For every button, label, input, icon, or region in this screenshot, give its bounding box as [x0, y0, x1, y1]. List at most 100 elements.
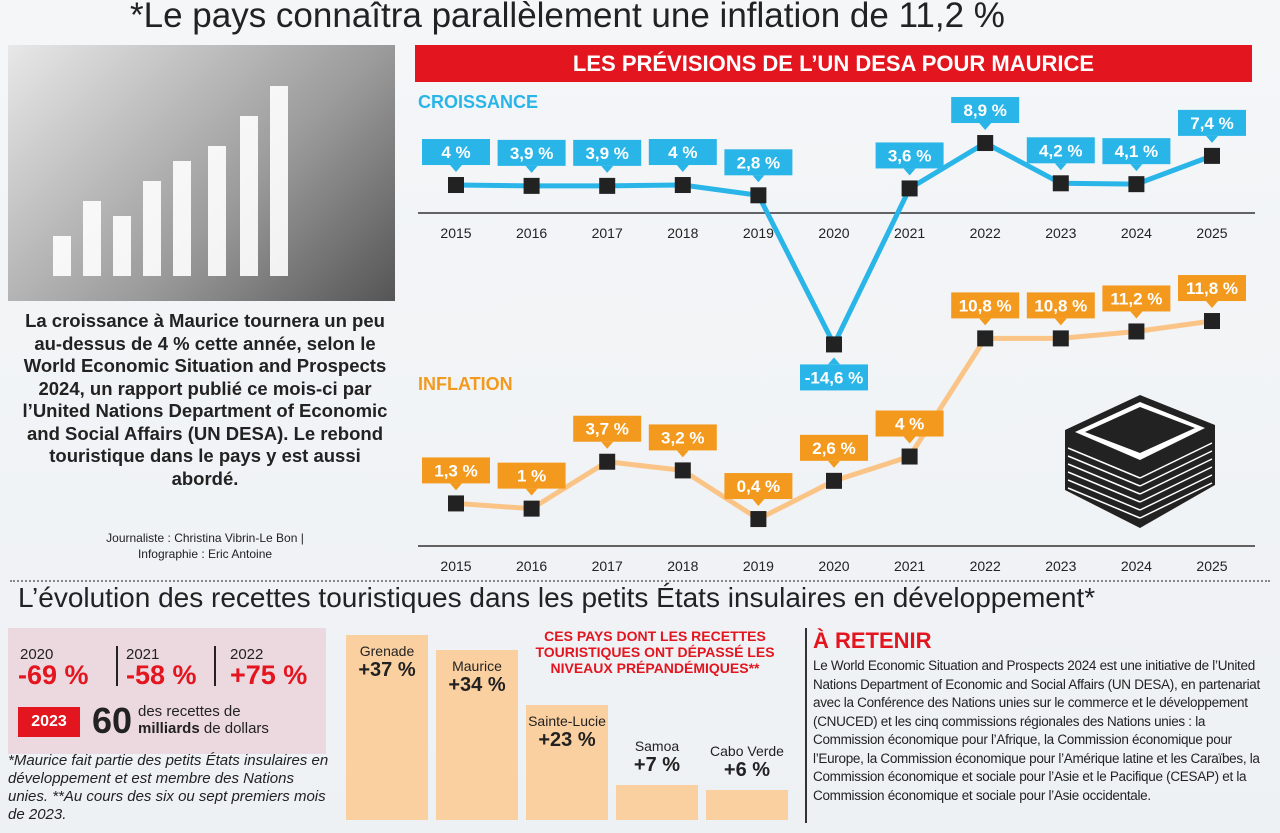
data-label: 3,7 %: [585, 420, 628, 439]
receipts-label: des recettes de: [138, 703, 241, 720]
series-line: [455, 140, 1213, 351]
bar-category: Maurice: [452, 658, 502, 674]
stat-year: 2020: [20, 646, 54, 663]
x-tick-label: 2021: [894, 558, 925, 574]
x-tick-label: 2018: [667, 558, 698, 574]
stat-value: -58 %: [126, 660, 197, 690]
label-pointer: [676, 165, 689, 173]
data-label: 2,6 %: [812, 439, 855, 458]
data-label-box: [497, 139, 566, 166]
x-tick-label: 2024: [1121, 558, 1152, 574]
bar-chart-title: CES PAYS DONT LES RECETTES TOURISTIQUES …: [535, 628, 775, 676]
forecast-line-charts: CROISSANCE 4 % 2015 3,9 % 2016 3,9 % 2017 4 % 20…: [418, 92, 1255, 574]
infographic-credit: Infographie : Eric Antoine: [137, 547, 273, 561]
intro-caption: La croissance à Maurice tournera un peu …: [22, 310, 388, 489]
data-point: [977, 330, 994, 347]
data-point: [901, 180, 918, 197]
data-label-box: [422, 139, 490, 166]
label-pointer: [903, 436, 916, 444]
stat-year: 2022: [230, 646, 264, 663]
banknotes-icon: [1065, 395, 1215, 528]
divider: [214, 646, 216, 686]
data-label-box: [648, 424, 717, 451]
data-point: [448, 495, 464, 512]
data-label: -14,6 %: [805, 368, 864, 387]
label-pointer: [979, 123, 992, 131]
receipts-amount: 60: [92, 700, 133, 741]
data-point: [599, 177, 616, 194]
x-tick-label: 2022: [970, 225, 1001, 241]
x-tick-label: 2020: [818, 558, 849, 574]
data-label-box: [951, 292, 1020, 319]
data-point: [1204, 313, 1220, 330]
data-label-box: [1102, 138, 1171, 165]
data-label: 0,4 %: [737, 477, 780, 496]
data-point: [674, 177, 691, 194]
data-label-box: [573, 415, 642, 442]
data-label-box: [497, 462, 566, 489]
data-label: 4 %: [668, 143, 697, 162]
data-label-box: [648, 139, 717, 166]
hero-photo-growth-chart: [8, 45, 395, 301]
data-point: [674, 462, 691, 479]
data-label: 8,9 %: [963, 101, 1006, 120]
label-pointer: [979, 318, 992, 326]
x-tick-label: 2016: [516, 225, 547, 241]
chart-title: CROISSANCE: [418, 92, 538, 112]
data-label-box: [1026, 292, 1095, 319]
data-point: [901, 448, 918, 465]
bar-category: Grenade: [359, 643, 415, 659]
label-pointer: [450, 165, 462, 173]
journalist-credit: Journaliste : Christina Vibrin-Le Bon |: [106, 531, 304, 545]
x-tick-label: 2019: [743, 558, 774, 574]
label-pointer: [601, 165, 614, 173]
label-pointer: [1130, 164, 1143, 172]
x-tick-label: 2022: [970, 558, 1001, 574]
data-label-box: [951, 97, 1020, 124]
label-pointer: [525, 488, 538, 496]
chart-title: INFLATION: [418, 374, 513, 394]
unit-bold: milliards: [138, 720, 200, 737]
data-label: 3,2 %: [661, 428, 704, 447]
bar-category: Cabo Verde: [710, 743, 784, 759]
x-tick-label: 2023: [1045, 225, 1076, 241]
label-pointer: [450, 483, 462, 491]
data-point: [523, 177, 540, 194]
data-label: 3,9 %: [585, 144, 628, 163]
x-tick-label: 2025: [1196, 558, 1227, 574]
bar-value-label: +7 %: [633, 754, 681, 776]
credits: Journaliste : Christina Vibrin-Le Bon | I…: [20, 530, 390, 562]
x-tick-label: 2023: [1045, 558, 1076, 574]
x-tick-label: 2025: [1196, 225, 1227, 241]
stat-value: +75 %: [230, 660, 308, 690]
bar: Sainte-Lucie +23 %: [526, 705, 608, 820]
data-label-box: [1178, 275, 1246, 302]
data-point: [1052, 330, 1069, 347]
divider: [10, 580, 1270, 582]
x-tick-label: 2019: [743, 225, 774, 241]
data-point: [826, 336, 842, 353]
x-tick-label: 2015: [440, 225, 471, 241]
data-point: [977, 135, 994, 152]
data-point: [826, 472, 842, 489]
data-label: 10,8 %: [959, 296, 1012, 315]
data-label-box: [422, 457, 490, 484]
bar-category: Samoa: [634, 738, 680, 754]
data-point: [750, 187, 767, 204]
data-label: 7,4 %: [1190, 114, 1233, 133]
x-tick-label: 2021: [894, 225, 925, 241]
retenir-body: Le World Economic Situation and Prospect…: [813, 658, 1260, 803]
data-point: [1052, 175, 1069, 192]
divider: [116, 646, 118, 686]
receipts-unit: milliards de dollars: [138, 720, 269, 737]
data-label-box: [800, 434, 868, 461]
label-pointer: [1054, 318, 1067, 326]
label-pointer: [1130, 311, 1143, 319]
stats-panel: 2020 -69 % 2021 -58 % 2022 +75 %: [8, 628, 326, 754]
bar-value-label: +23 %: [538, 729, 596, 751]
data-point: [1128, 176, 1145, 193]
divider: [805, 628, 807, 823]
data-label-box: [1102, 285, 1171, 312]
x-tick-label: 2017: [592, 225, 623, 241]
x-tick-label: 2016: [516, 558, 547, 574]
